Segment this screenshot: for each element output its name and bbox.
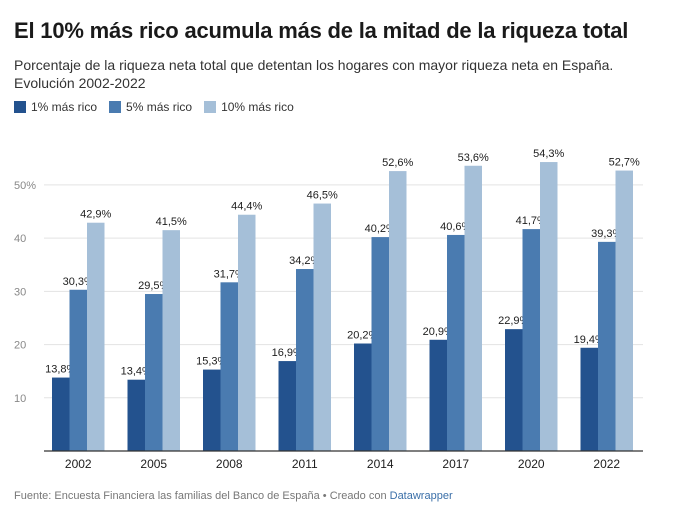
x-tick-label-2002: 2002 — [65, 457, 92, 471]
chart-title: El 10% más rico acumula más de la mitad … — [14, 18, 629, 43]
bar-1pct-2011 — [278, 361, 296, 451]
legend-label-5pct: 5% más rico — [126, 100, 193, 114]
y-tick-label-40: 40 — [14, 233, 26, 245]
data-label-5pct-2011: 34,2% — [289, 255, 320, 267]
data-label-5pct-2002: 30,3% — [63, 276, 94, 288]
bar-10pct-2002 — [87, 222, 105, 451]
x-tick-label-2005: 2005 — [140, 457, 167, 471]
data-label-1pct-2017: 20,9% — [423, 326, 454, 338]
data-label-1pct-2005: 13,4% — [121, 366, 152, 378]
legend-swatch-10pct — [204, 101, 217, 113]
x-tick-label-2022: 2022 — [593, 457, 620, 471]
bar-1pct-2017 — [429, 339, 447, 451]
bar-5pct-2002 — [69, 289, 87, 451]
data-label-5pct-2014: 40,2% — [365, 223, 396, 235]
legend-item-10pct: 10% más rico — [204, 100, 294, 114]
legend-swatch-5pct — [109, 101, 122, 113]
data-label-1pct-2008: 15,3% — [196, 356, 227, 368]
data-label-1pct-2020: 22,9% — [498, 315, 529, 327]
bar-1pct-2002 — [52, 377, 70, 451]
x-tick-label-2014: 2014 — [367, 457, 394, 471]
data-label-10pct-2020: 54,3% — [533, 148, 564, 160]
data-label-1pct-2022: 19,4% — [574, 334, 605, 346]
y-tick-label-50: 50% — [14, 180, 36, 192]
x-tick-label-2017: 2017 — [442, 457, 469, 471]
bar-1pct-2020 — [505, 329, 523, 451]
chart-legend: 1% más rico 5% más rico 10% más rico — [14, 100, 306, 114]
legend-label-1pct: 1% más rico — [31, 100, 98, 114]
bar-10pct-2017 — [464, 165, 482, 451]
data-label-10pct-2002: 42,9% — [80, 209, 111, 221]
bar-5pct-2014 — [371, 237, 389, 451]
data-label-10pct-2005: 41,5% — [156, 216, 187, 228]
bar-5pct-2020 — [522, 229, 540, 451]
bar-10pct-2005 — [162, 230, 180, 451]
bar-1pct-2005 — [127, 379, 145, 451]
bar-5pct-2017 — [447, 234, 465, 451]
data-label-5pct-2008: 31,7% — [214, 268, 245, 280]
bar-5pct-2022 — [598, 241, 616, 451]
bar-5pct-2005 — [145, 294, 163, 451]
y-tick-label-30: 30 — [14, 286, 26, 298]
bar-10pct-2020 — [540, 162, 558, 451]
bar-10pct-2008 — [238, 214, 256, 451]
x-tick-label-2020: 2020 — [518, 457, 545, 471]
bar-10pct-2014 — [389, 171, 407, 452]
data-label-10pct-2008: 44,4% — [231, 201, 262, 213]
legend-item-5pct: 5% más rico — [109, 100, 192, 114]
legend-swatch-1pct — [14, 101, 26, 113]
data-label-10pct-2014: 52,6% — [382, 157, 413, 169]
bar-1pct-2014 — [354, 343, 372, 451]
data-label-10pct-2011: 46,5% — [307, 190, 338, 202]
bar-5pct-2011 — [296, 269, 314, 451]
y-tick-label-20: 20 — [14, 340, 26, 352]
data-label-1pct-2014: 20,2% — [347, 330, 378, 342]
source-text: Fuente: Encuesta Financiera las familias… — [14, 490, 390, 502]
x-tick-label-2008: 2008 — [216, 457, 243, 471]
bar-1pct-2022 — [580, 347, 598, 451]
x-tick-label-2011: 2011 — [292, 457, 318, 471]
data-label-5pct-2022: 39,3% — [591, 228, 622, 240]
bar-10pct-2011 — [313, 203, 331, 451]
data-label-1pct-2011: 16,9% — [272, 347, 303, 359]
data-label-1pct-2002: 13,8% — [45, 364, 76, 376]
legend-label-10pct: 10% más rico — [221, 100, 294, 114]
bar-1pct-2008 — [203, 369, 221, 451]
data-label-5pct-2005: 29,5% — [138, 280, 169, 292]
data-label-10pct-2022: 52,7% — [609, 157, 640, 169]
bar-5pct-2008 — [220, 282, 238, 451]
data-label-5pct-2020: 41,7% — [516, 215, 547, 227]
footer-source: Fuente: Encuesta Financiera las familias… — [14, 490, 453, 502]
data-label-10pct-2017: 53,6% — [458, 152, 489, 164]
datawrapper-link[interactable]: Datawrapper — [389, 490, 453, 502]
chart-subtitle: Porcentaje de la riqueza neta total que … — [14, 57, 614, 91]
bar-10pct-2022 — [615, 170, 633, 451]
y-tick-label-10: 10 — [14, 393, 26, 405]
data-label-5pct-2017: 40,6% — [440, 221, 471, 233]
legend-item-1pct: 1% más rico — [14, 100, 97, 114]
